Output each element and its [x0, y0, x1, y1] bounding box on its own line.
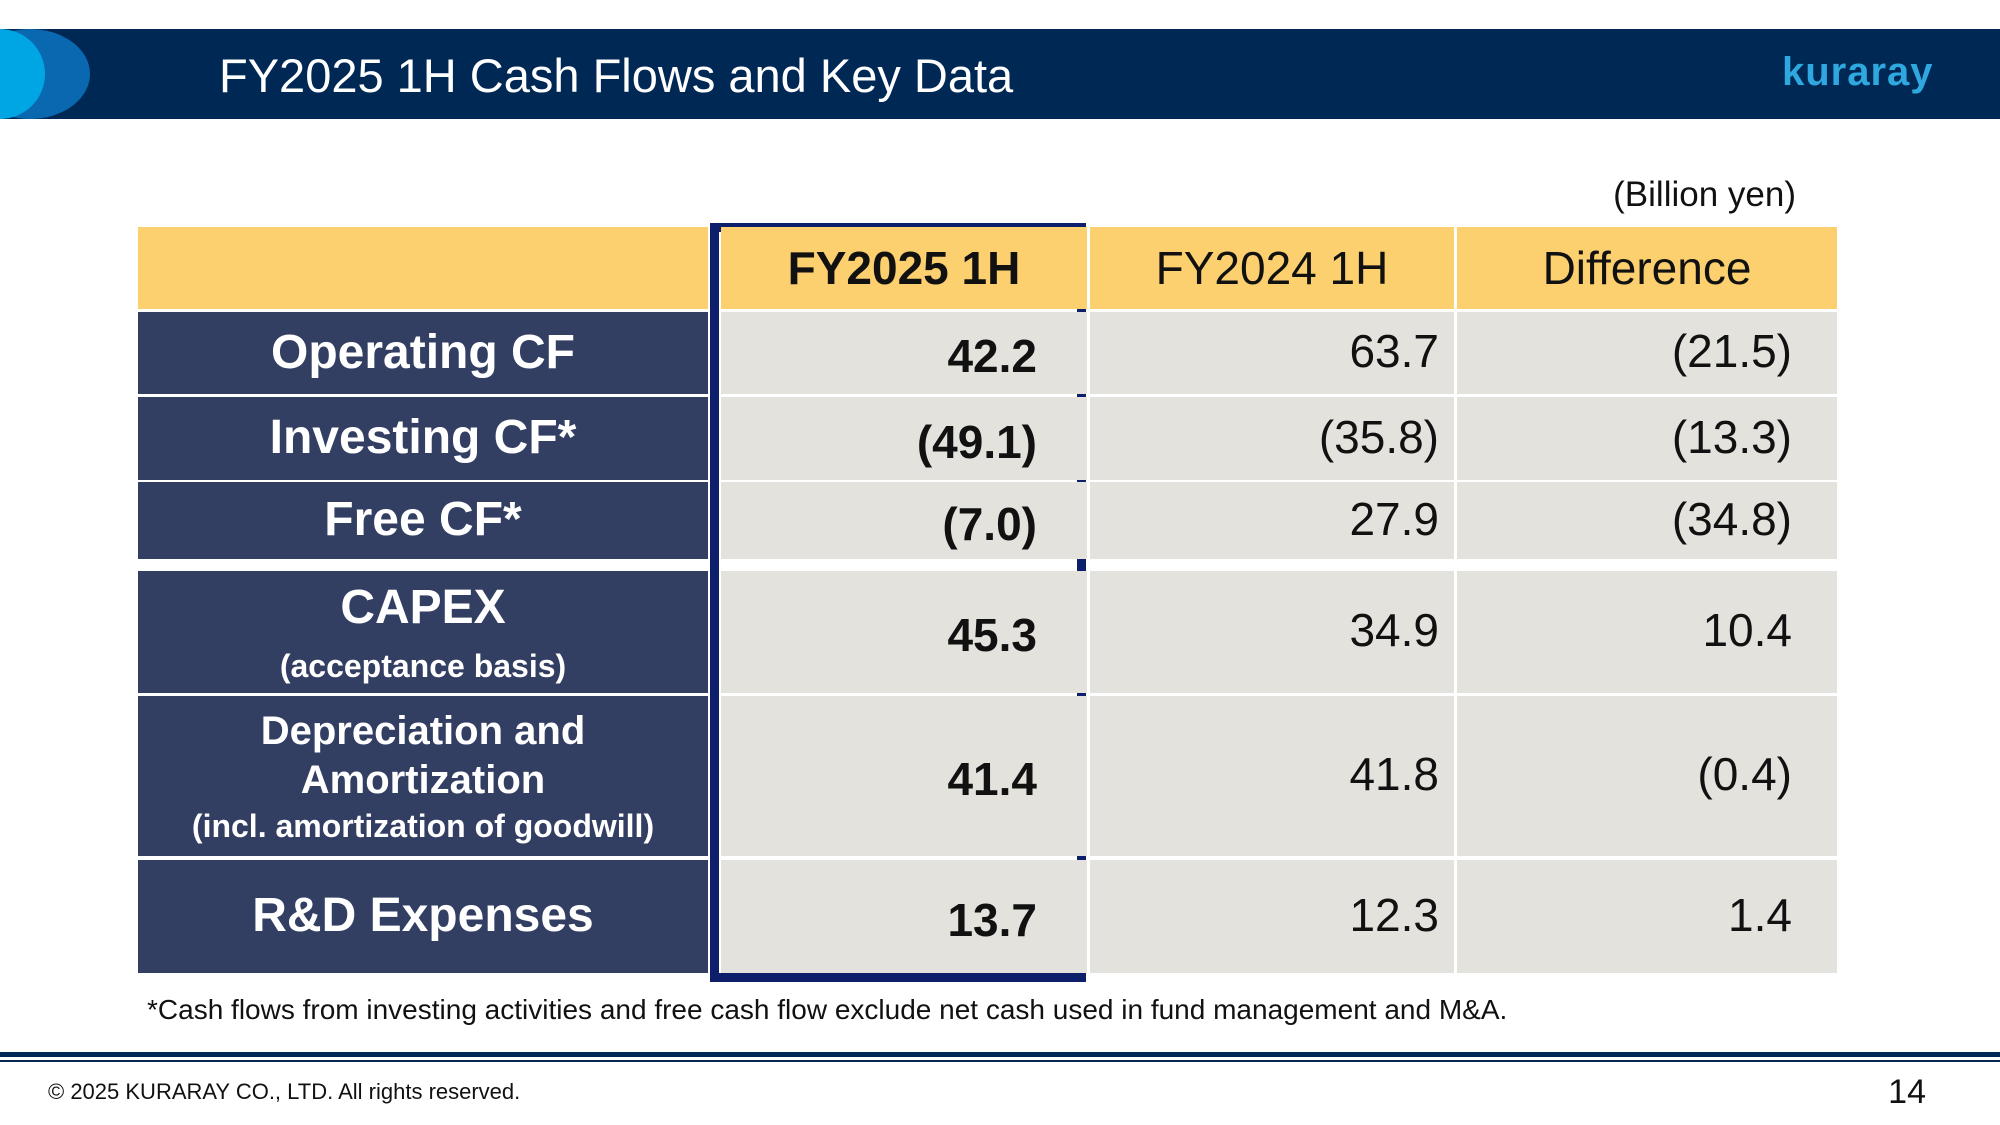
value-cell: (7.0)	[721, 482, 1087, 559]
row-label-cell: R&D Expenses	[138, 860, 708, 973]
row-label-cell: Free CF*	[138, 482, 708, 559]
value-cell: (13.3)	[1457, 397, 1837, 480]
row-label-cell: CAPEX (acceptance basis)	[138, 571, 708, 693]
row-label-cell: Operating CF	[138, 312, 708, 394]
row-sublabel: (acceptance basis)	[279, 647, 567, 684]
footnote: *Cash flows from investing activities an…	[147, 994, 1508, 1025]
unit-label: (Billion yen)	[1613, 175, 1796, 214]
row-label-cell: Investing CF*	[138, 397, 708, 480]
column-header: FY2025 1H	[721, 227, 1087, 309]
value-cell: 42.2	[721, 312, 1087, 394]
row-sublabel: (incl. amortization of goodwill)	[191, 808, 655, 845]
value-cell: 34.9	[1090, 571, 1454, 693]
row-label: Investing CF*	[269, 411, 577, 465]
value-cell: 45.3	[721, 571, 1087, 693]
copyright: © 2025 KURARAY CO., LTD. All rights rese…	[48, 1079, 521, 1104]
column-header: FY2024 1H	[1090, 227, 1454, 309]
value-cell: 27.9	[1090, 482, 1454, 559]
divider	[0, 1052, 2000, 1057]
value-cell: 41.8	[1090, 696, 1454, 856]
value-cell: 10.4	[1457, 571, 1837, 693]
divider	[0, 1060, 2000, 1062]
title: FY2025 1H Cash Flows and Key Data	[219, 49, 1014, 102]
value-cell: 1.4	[1457, 860, 1837, 973]
value-cell: (21.5)	[1457, 312, 1837, 394]
header-cell	[138, 227, 708, 309]
value-cell: (34.8)	[1457, 482, 1837, 559]
header-bar	[0, 29, 2000, 119]
value-cell: 13.7	[721, 860, 1087, 973]
row-label: CAPEX	[340, 581, 506, 635]
page-number: 14	[1888, 1073, 1926, 1111]
value-cell: (49.1)	[721, 397, 1087, 480]
column-header: Difference	[1457, 227, 1837, 309]
logo: kuraray	[1782, 50, 1934, 94]
row-label: Depreciation and Amortization	[260, 708, 586, 802]
value-cell: (35.8)	[1090, 397, 1454, 480]
value-cell: (0.4)	[1457, 696, 1837, 856]
value-cell: 63.7	[1090, 312, 1454, 394]
row-label-cell: Depreciation and Amortization (incl. amor…	[138, 696, 708, 856]
value-cell: 41.4	[721, 696, 1087, 856]
row-label: R&D Expenses	[252, 889, 594, 943]
value-cell: 12.3	[1090, 860, 1454, 973]
row-label: Free CF*	[324, 493, 522, 547]
row-label: Operating CF	[270, 325, 575, 379]
